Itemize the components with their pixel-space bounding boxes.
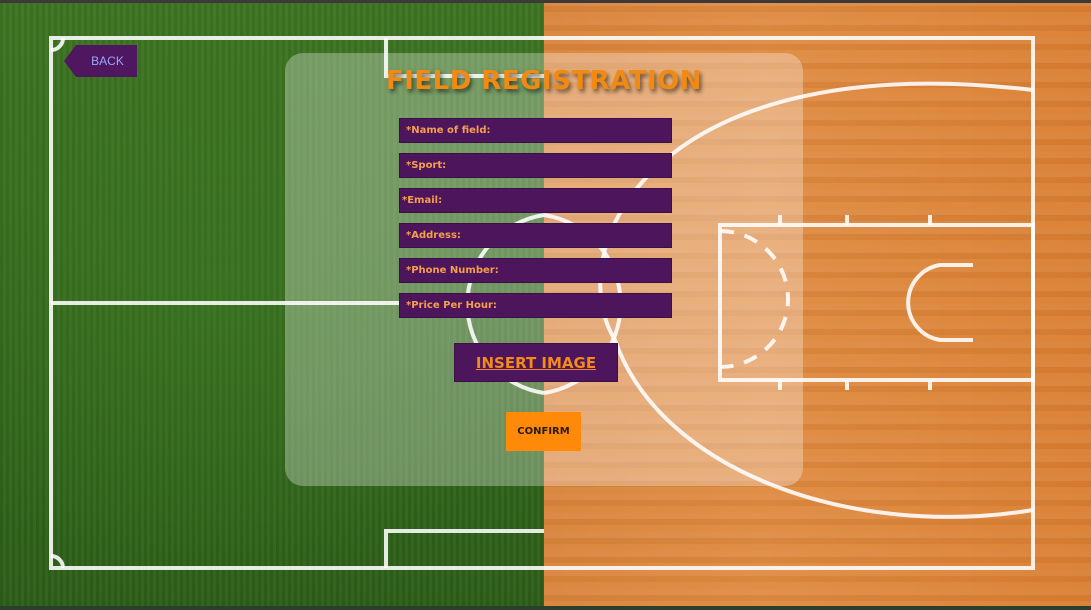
email-input[interactable]: *Email: [399, 188, 672, 213]
window-bottom-border [0, 606, 1091, 610]
name-of-field-input[interactable]: *Name of field: [399, 118, 672, 143]
address-input[interactable]: *Address: [399, 223, 672, 248]
back-button[interactable]: BACK [64, 45, 137, 77]
price-per-hour-input[interactable]: *Price Per Hour: [399, 293, 672, 318]
insert-image-button[interactable]: INSERT IMAGE [454, 343, 618, 382]
confirm-button[interactable]: CONFIRM [506, 412, 581, 451]
sport-input[interactable]: *Sport: [399, 153, 672, 178]
window-top-border [0, 0, 1091, 3]
page-title: FIELD REGISTRATION [385, 66, 703, 96]
phone-number-input[interactable]: *Phone Number: [399, 258, 672, 283]
